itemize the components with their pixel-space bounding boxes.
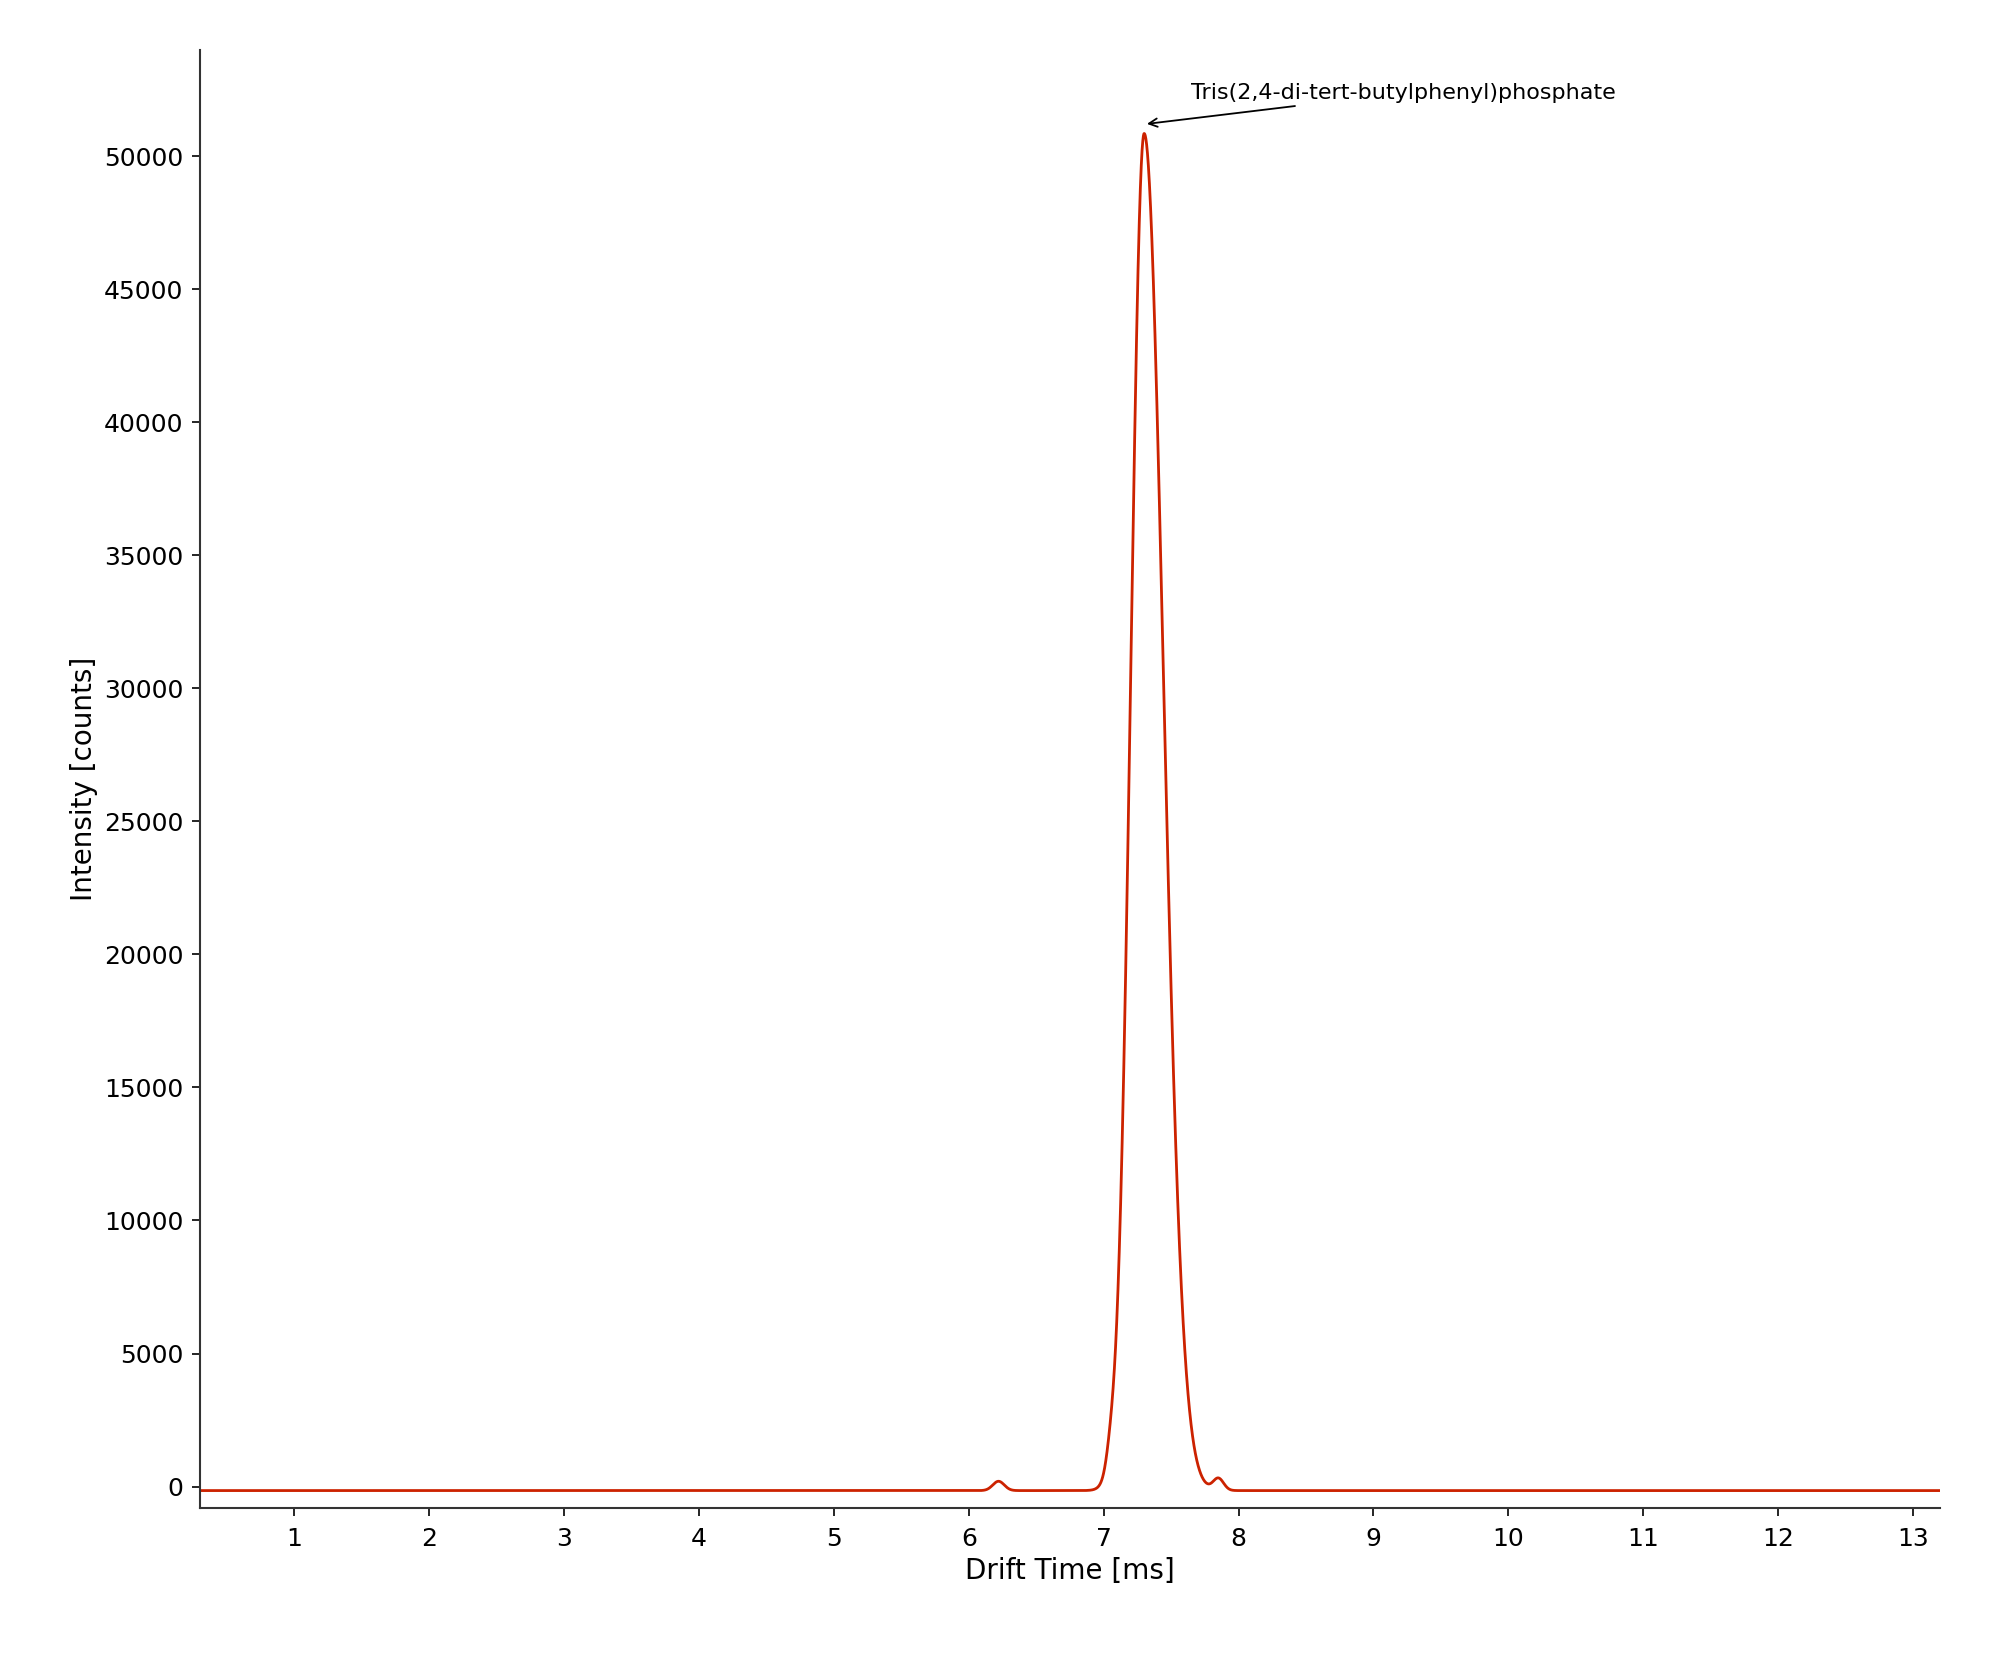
Text: Tris(2,4-di-tert-butylphenyl)phosphate: Tris(2,4-di-tert-butylphenyl)phosphate xyxy=(1148,83,1616,128)
X-axis label: Drift Time [ms]: Drift Time [ms] xyxy=(966,1558,1174,1584)
Y-axis label: Intensity [counts]: Intensity [counts] xyxy=(70,656,98,901)
